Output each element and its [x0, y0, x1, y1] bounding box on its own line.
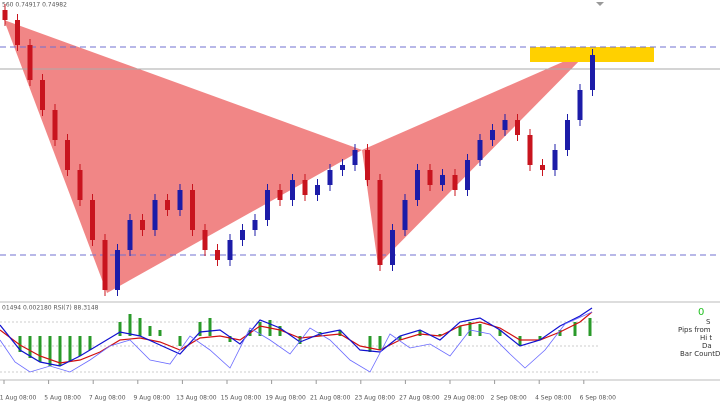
candle-body [277, 190, 283, 200]
candle-body [452, 175, 458, 190]
candle-body [177, 190, 183, 210]
x-tick-label: 19 Aug 08:00 [265, 395, 306, 402]
candles [2, 4, 595, 296]
candle-body [115, 250, 120, 290]
x-tick-label: 27 Aug 08:00 [399, 395, 440, 402]
candle-body [215, 250, 220, 260]
candle-body [40, 80, 45, 110]
side-label: Da [702, 342, 712, 350]
candle-body [15, 20, 20, 45]
candle-body [90, 200, 95, 240]
x-tick-label: 21 Aug 08:00 [310, 395, 351, 402]
candle-body [240, 230, 245, 240]
candle-body [165, 200, 170, 210]
x-tick-label: 15 Aug 08:00 [221, 395, 262, 402]
candle-body [515, 120, 520, 135]
candle-body [415, 170, 420, 200]
side-label: Pips from [678, 326, 711, 334]
macd-line [0, 307, 593, 367]
candle-body [440, 175, 445, 185]
candle-body [477, 140, 483, 160]
candle-body [27, 45, 33, 80]
candle-body [340, 165, 345, 170]
candle-body [365, 150, 370, 180]
candle-body [427, 170, 433, 185]
candle-body [590, 55, 595, 90]
candle-body [565, 120, 570, 150]
candle-body [490, 130, 495, 140]
candle-body [140, 220, 145, 230]
candle-body [77, 170, 83, 200]
candle-body [315, 185, 320, 195]
candle-body [265, 190, 270, 220]
candle-body [540, 165, 545, 170]
candle-body [552, 150, 558, 170]
candle-body [252, 220, 258, 230]
x-tick-label: 23 Aug 08:00 [355, 395, 396, 402]
candle-body [465, 160, 470, 190]
candle-body [190, 190, 195, 230]
candle-body [577, 90, 583, 120]
scroll-marker [596, 2, 604, 6]
x-tick-label: 4 Sep 08:00 [535, 395, 571, 402]
x-tick-label: 7 Aug 08:00 [89, 395, 126, 402]
candle-body [352, 150, 358, 165]
price-info: 560 0.74917 0.74982 [2, 2, 67, 9]
candle-body [527, 135, 533, 165]
side-label: Hi t [700, 334, 712, 342]
time-axis: 1 Aug 08:00 5 Aug 08:00 7 Aug 08:00 9 Aug 0… [0, 380, 616, 402]
signal-line [0, 311, 593, 364]
x-tick-label: 5 Aug 08:00 [44, 395, 81, 402]
x-tick-label: 1 Aug 08:00 [0, 395, 37, 402]
candle-body [127, 220, 133, 250]
x-tick-label: 6 Sep 08:00 [580, 395, 616, 402]
candle-body [502, 120, 508, 130]
rsi-line [0, 311, 593, 373]
histogram [18, 314, 592, 366]
x-tick-label: 2 Sep 08:00 [490, 395, 526, 402]
candle-body [302, 180, 308, 195]
indicator-info: 01494 0.002180 RSI(7) 88.3148 [2, 305, 99, 312]
side-label: Bar CountDo [680, 350, 720, 358]
side-label: S [706, 318, 711, 326]
candle-body [402, 200, 408, 230]
candle-body [65, 140, 70, 170]
candle-body [377, 180, 383, 265]
candle-body [52, 110, 58, 140]
candle-body [152, 200, 158, 230]
x-tick-label: 9 Aug 08:00 [133, 395, 170, 402]
candle-body [102, 240, 108, 290]
candle-body [327, 170, 333, 185]
candle-body [202, 230, 208, 250]
side-value: 0 [698, 307, 704, 318]
candle-body [227, 240, 233, 260]
pattern-triangle [362, 50, 590, 265]
candle-body [2, 10, 8, 20]
candle-body [390, 230, 395, 265]
candle-body [290, 180, 295, 200]
x-tick-label: 13 Aug 08:00 [176, 395, 217, 402]
x-tick-label: 29 Aug 08:00 [444, 395, 485, 402]
